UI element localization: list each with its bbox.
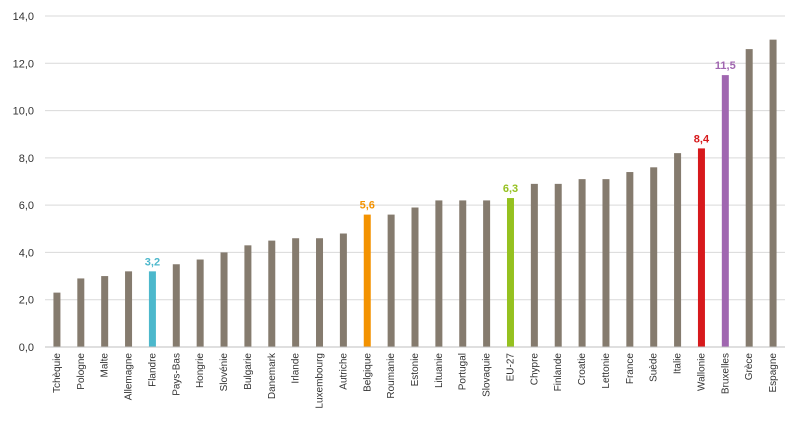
bar bbox=[363, 214, 371, 347]
data-label: 6,3 bbox=[503, 183, 518, 195]
x-category-label: France bbox=[625, 353, 636, 385]
bar bbox=[220, 252, 228, 347]
bar bbox=[148, 271, 156, 347]
x-category-label: Suède bbox=[649, 353, 660, 382]
data-label: 5,6 bbox=[360, 200, 375, 212]
x-category-label: Irlande bbox=[291, 353, 302, 384]
bar bbox=[53, 292, 61, 347]
x-category-label: Danemark bbox=[267, 352, 278, 399]
x-category-label: Pologne bbox=[76, 353, 87, 390]
bar bbox=[339, 233, 347, 347]
x-category-label: Finlande bbox=[553, 353, 564, 392]
bar bbox=[101, 276, 109, 347]
x-category-label: Autriche bbox=[338, 353, 349, 390]
x-category-label: Portugal bbox=[458, 353, 469, 390]
bars bbox=[53, 39, 777, 348]
y-tick-label: 12,0 bbox=[13, 58, 34, 70]
x-category-label: Croatie bbox=[577, 353, 588, 386]
x-category-label: Lituanie bbox=[434, 353, 445, 388]
x-category-label: Allemagne bbox=[124, 353, 135, 401]
x-category-label: Grèce bbox=[744, 353, 755, 381]
bar bbox=[483, 200, 491, 347]
bar bbox=[578, 179, 586, 347]
x-category-label: Wallonie bbox=[696, 353, 707, 391]
x-category-label: Slovénie bbox=[219, 353, 230, 392]
bar bbox=[506, 198, 514, 347]
bar bbox=[435, 200, 443, 347]
bar bbox=[411, 207, 419, 347]
x-category-label: Lettonie bbox=[601, 353, 612, 389]
bar bbox=[650, 167, 658, 347]
y-tick-label: 4,0 bbox=[19, 247, 34, 259]
bar bbox=[602, 179, 610, 347]
bar bbox=[674, 153, 682, 347]
x-category-label: Estonie bbox=[410, 353, 421, 387]
bar bbox=[244, 245, 252, 347]
y-tick-label: 6,0 bbox=[19, 200, 34, 212]
y-tick-label: 14,0 bbox=[13, 11, 34, 23]
y-tick-label: 2,0 bbox=[19, 295, 34, 307]
bar bbox=[196, 259, 204, 347]
x-category-label: Italie bbox=[673, 353, 684, 375]
x-category-label: Flandre bbox=[147, 353, 158, 387]
x-axis-category-labels: Tchèquie Pologne Malte Allemagne Flandre Pays… bbox=[52, 352, 779, 409]
data-labels: 3,2 5,6 6,3 8,4 11,5 bbox=[145, 60, 736, 268]
x-category-label: Espagne bbox=[768, 353, 779, 393]
x-category-label: Bulgarie bbox=[243, 353, 254, 390]
bar bbox=[268, 240, 276, 347]
x-category-label: Malte bbox=[100, 353, 111, 378]
x-category-label: EU-27 bbox=[505, 353, 516, 382]
bar bbox=[554, 183, 562, 347]
data-label: 8,4 bbox=[694, 133, 710, 145]
bar bbox=[530, 183, 538, 347]
bar bbox=[292, 238, 300, 347]
x-category-label: Slovaquie bbox=[482, 353, 493, 397]
bar bbox=[459, 200, 467, 347]
x-category-label: Hongrie bbox=[195, 353, 206, 388]
gridlines bbox=[45, 15, 785, 301]
y-tick-label: 0,0 bbox=[19, 342, 34, 354]
x-category-label: Belgique bbox=[362, 353, 373, 392]
bar bbox=[745, 49, 753, 347]
x-category-label: Bruxelles bbox=[720, 353, 731, 394]
x-category-label: Luxembourg bbox=[315, 353, 326, 409]
x-category-label: Pays-Bas bbox=[171, 353, 182, 396]
x-category-label: Tchèquie bbox=[52, 353, 63, 393]
bar bbox=[721, 75, 729, 347]
bar bbox=[697, 148, 705, 347]
bar bbox=[77, 278, 85, 347]
x-category-label: Chypre bbox=[529, 353, 540, 386]
y-tick-label: 10,0 bbox=[13, 106, 34, 118]
y-tick-label: 8,0 bbox=[19, 153, 34, 165]
bar bbox=[626, 172, 634, 347]
bar bbox=[316, 238, 324, 347]
bar bbox=[125, 271, 133, 347]
bar bbox=[387, 214, 395, 347]
x-category-label: Roumanie bbox=[386, 353, 397, 399]
y-axis-tick-labels: 0,0 2,0 4,0 6,0 8,0 10,0 12,0 14,0 bbox=[13, 11, 34, 354]
bar bbox=[769, 39, 777, 348]
bar bbox=[172, 264, 180, 347]
data-label: 11,5 bbox=[715, 60, 736, 72]
data-label: 3,2 bbox=[145, 256, 160, 268]
